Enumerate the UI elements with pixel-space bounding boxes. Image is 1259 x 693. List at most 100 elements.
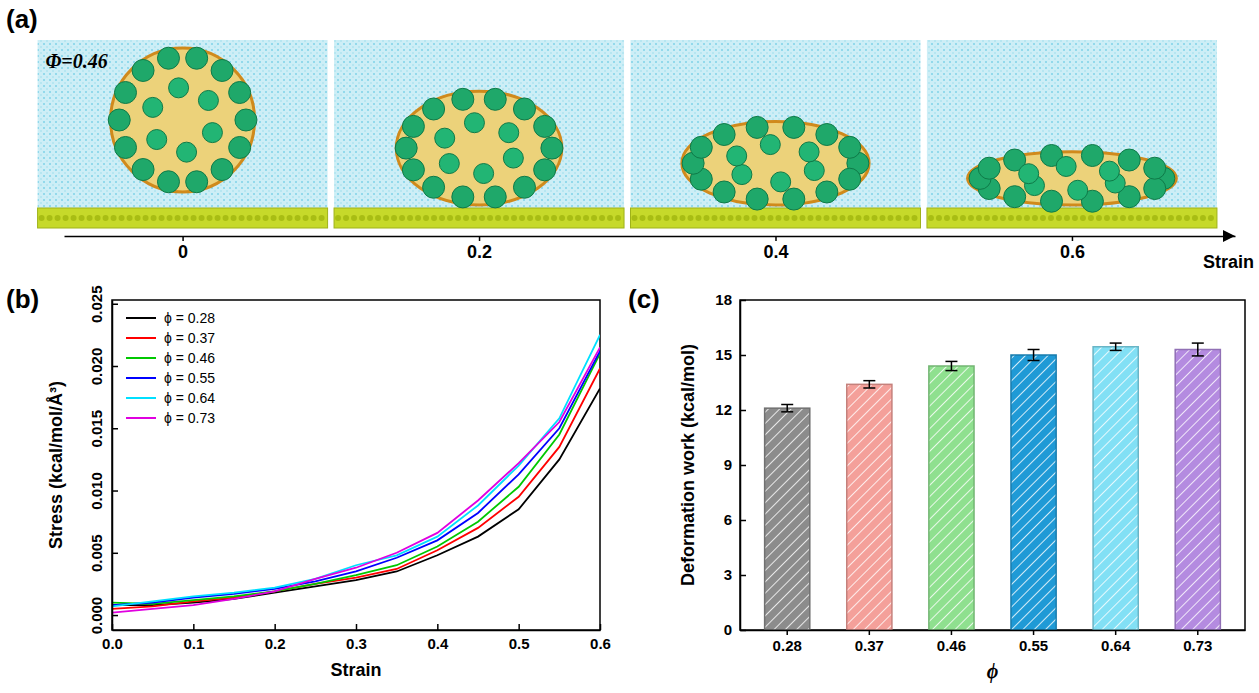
error-cap — [945, 370, 957, 372]
tick-label: 3 — [724, 566, 732, 583]
substrate-atom — [543, 215, 549, 221]
tick-mark — [437, 624, 439, 630]
tick-mark — [112, 553, 118, 555]
vesicle-head — [114, 136, 136, 158]
vesicle-head — [452, 88, 474, 110]
substrate-atom — [159, 215, 165, 221]
tick-mark — [112, 615, 118, 617]
tick-mark — [518, 624, 520, 630]
legend-swatch — [126, 397, 156, 399]
vesicle-head — [157, 171, 179, 193]
substrate-atom — [279, 215, 285, 221]
vesicle-head — [108, 109, 130, 131]
vesicle-head — [746, 188, 768, 210]
substrate-atom — [175, 215, 181, 221]
tick: 0.005 — [88, 535, 118, 573]
error-cap — [1110, 350, 1122, 352]
panel-label: (a) — [6, 4, 38, 34]
substrate-atom — [135, 215, 141, 221]
substrate-atom — [247, 215, 253, 221]
vesicle-head — [839, 136, 861, 158]
vesicle-head — [452, 186, 474, 208]
vesicle-head — [211, 59, 233, 81]
error-cap — [863, 380, 875, 382]
tick-label: 0.73 — [1183, 637, 1212, 654]
vesicle-head — [402, 159, 424, 181]
vesicle-head — [799, 142, 819, 162]
substrate-atom — [335, 215, 341, 221]
series-line — [112, 347, 600, 612]
substrate-atom — [847, 215, 853, 221]
vesicle-head — [147, 130, 167, 150]
axis: 0369121518 — [715, 291, 746, 638]
vesicle-head — [839, 168, 861, 190]
series-line — [112, 354, 600, 604]
bar — [929, 366, 974, 630]
tick-label: 0.2 — [265, 635, 286, 652]
legend-swatch — [126, 417, 156, 419]
vesicle-head — [169, 78, 189, 98]
substrate-atom — [191, 215, 197, 221]
vesicle-head — [1004, 186, 1026, 208]
substrate-atom — [944, 215, 950, 221]
tick-mark — [193, 624, 195, 630]
tick-label: 0.020 — [88, 348, 105, 386]
tick-label: 0.3 — [346, 635, 367, 652]
tick: 0.6 — [590, 624, 611, 652]
vesicle-head — [132, 159, 154, 181]
error-bar — [945, 361, 957, 370]
tick-mark — [740, 355, 746, 357]
error-bar — [781, 405, 793, 412]
plot-area — [765, 343, 1221, 630]
substrate-atom — [367, 215, 373, 221]
water-box — [630, 40, 920, 208]
substrate-atom — [47, 215, 53, 221]
tick: 0.000 — [88, 597, 118, 635]
tick: 0.1 — [183, 624, 204, 652]
error-bar — [863, 381, 875, 388]
vesicle-head — [474, 164, 494, 184]
error-stem — [1197, 343, 1199, 356]
legend-swatch — [126, 337, 156, 339]
legend-swatch — [126, 377, 156, 379]
substrate-atom — [1000, 215, 1006, 221]
legend-item: ϕ = 0.55 — [126, 370, 215, 386]
vesicle-head — [157, 47, 179, 69]
legend-label: ϕ = 0.73 — [164, 410, 215, 426]
tick-label: 0.1 — [183, 635, 204, 652]
vesicle-head — [1056, 156, 1076, 176]
error-bar — [1110, 343, 1122, 350]
vesicle-head — [760, 135, 780, 155]
bar — [1175, 350, 1220, 631]
plot-frame — [112, 300, 600, 630]
substrate-atom — [223, 215, 229, 221]
tick-label: 6 — [724, 511, 732, 528]
substrate-atom — [519, 215, 525, 221]
substrate-atom — [407, 215, 413, 221]
tick-mark — [786, 630, 788, 635]
tick-label: 0.025 — [88, 285, 105, 323]
substrate-atom — [751, 215, 757, 221]
legend-swatch — [126, 357, 156, 359]
vesicle-head — [513, 98, 535, 120]
substrate-atom — [1200, 215, 1206, 221]
substrate-atom — [479, 215, 485, 221]
tick-mark — [479, 236, 481, 241]
vesicle-head — [235, 109, 257, 131]
tick-label: 0.37 — [855, 637, 884, 654]
vesicle-head — [143, 97, 163, 117]
series-line — [112, 368, 600, 608]
tick-label: 0.015 — [88, 410, 105, 448]
tick: 0.020 — [88, 348, 118, 386]
tick: 0.46 — [937, 630, 966, 654]
substrate-atom — [1136, 215, 1142, 221]
vesicle-head — [186, 47, 208, 69]
substrate-atom — [703, 215, 709, 221]
axis: 0.00.10.20.30.40.50.6 — [102, 624, 611, 652]
substrate-atom — [1144, 215, 1150, 221]
snapshot — [38, 40, 328, 228]
substrate-atom — [1064, 215, 1070, 221]
substrate-atom — [263, 215, 269, 221]
tick: 0.010 — [88, 472, 118, 510]
vesicle-head — [534, 115, 556, 137]
